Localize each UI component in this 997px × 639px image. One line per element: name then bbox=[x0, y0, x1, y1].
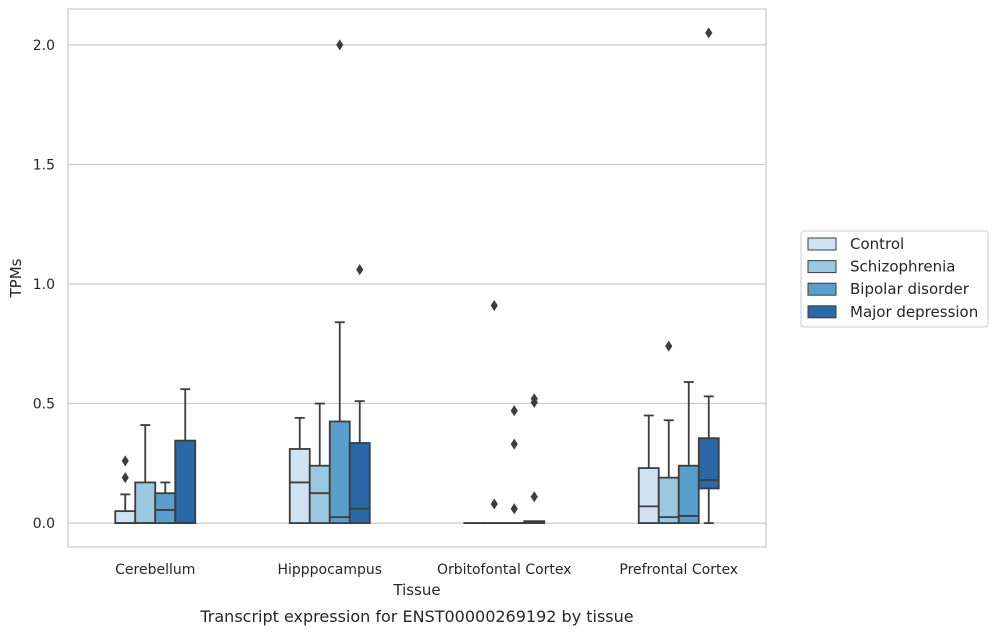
x-tick-label: Hipppocampus bbox=[277, 562, 382, 578]
box-iqr bbox=[330, 421, 350, 523]
legend: Control Schizophrenia Bipolar disorder Majo… bbox=[801, 231, 988, 327]
outlier-point bbox=[705, 27, 712, 38]
legend-item: Control bbox=[808, 235, 904, 253]
outlier-point bbox=[531, 491, 538, 502]
box bbox=[350, 264, 370, 523]
box bbox=[290, 418, 310, 523]
outlier-point bbox=[336, 39, 343, 50]
box-iqr bbox=[679, 466, 699, 523]
outlier-point bbox=[122, 472, 129, 483]
outlier-point bbox=[491, 498, 498, 509]
legend-label: Schizophrenia bbox=[850, 258, 955, 276]
box bbox=[524, 393, 544, 523]
box-iqr bbox=[639, 468, 659, 523]
outlier-point bbox=[122, 455, 129, 466]
box-iqr bbox=[310, 466, 330, 523]
box bbox=[484, 300, 504, 523]
legend-item: Major depression bbox=[808, 303, 978, 321]
legend-swatch bbox=[808, 306, 836, 318]
box-iqr bbox=[155, 493, 175, 523]
box-iqr bbox=[175, 441, 195, 523]
y-tick-label: 2.0 bbox=[33, 38, 55, 54]
legend-swatch bbox=[808, 261, 836, 273]
outlier-point bbox=[356, 264, 363, 275]
box bbox=[175, 389, 195, 523]
box bbox=[155, 482, 175, 523]
x-tick-label: Cerebellum bbox=[115, 562, 195, 578]
series-major-depression bbox=[175, 27, 719, 523]
box bbox=[504, 405, 524, 523]
y-tick-label: 0.0 bbox=[33, 516, 55, 532]
outlier-point bbox=[511, 405, 518, 416]
y-tick-label: 0.5 bbox=[33, 397, 55, 413]
box bbox=[659, 341, 679, 523]
box-series bbox=[115, 27, 719, 523]
box-iqr bbox=[350, 443, 370, 523]
legend-label: Bipolar disorder bbox=[850, 280, 970, 298]
grid-lines bbox=[68, 45, 766, 523]
box-iqr bbox=[115, 511, 135, 523]
y-axis-ticks: 0.0 0.5 1.0 1.5 2.0 bbox=[33, 38, 55, 532]
plot-area-frame bbox=[68, 9, 766, 547]
legend-label: Control bbox=[850, 235, 904, 253]
x-axis-ticks: Cerebellum Hipppocampus Orbitofontal Corte… bbox=[115, 562, 738, 578]
series-schizophrenia bbox=[135, 300, 679, 523]
legend-swatch bbox=[808, 238, 836, 250]
legend-swatch bbox=[808, 283, 836, 295]
box bbox=[699, 27, 719, 523]
series-control bbox=[115, 415, 659, 523]
chart-caption: Transcript expression for ENST0000026919… bbox=[199, 607, 633, 626]
series-bipolar-disorder bbox=[155, 39, 699, 523]
outlier-point bbox=[511, 503, 518, 514]
box bbox=[310, 404, 330, 524]
y-tick-label: 1.0 bbox=[33, 277, 55, 293]
legend-label: Major depression bbox=[850, 303, 978, 321]
x-tick-label: Orbitofontal Cortex bbox=[437, 562, 572, 578]
x-axis-label: Tissue bbox=[392, 581, 440, 599]
y-axis-label: TPMs bbox=[7, 258, 25, 298]
legend-item: Bipolar disorder bbox=[808, 280, 970, 298]
legend-item: Schizophrenia bbox=[808, 258, 955, 276]
x-tick-label: Prefrontal Cortex bbox=[619, 562, 738, 578]
outlier-point bbox=[491, 300, 498, 311]
box-iqr bbox=[290, 449, 310, 523]
outlier-point bbox=[665, 341, 672, 352]
y-tick-label: 1.5 bbox=[33, 157, 55, 173]
box bbox=[115, 455, 135, 523]
outlier-point bbox=[511, 439, 518, 450]
box-iqr bbox=[135, 482, 155, 523]
box bbox=[135, 425, 155, 523]
box bbox=[330, 39, 350, 523]
box bbox=[639, 415, 659, 523]
